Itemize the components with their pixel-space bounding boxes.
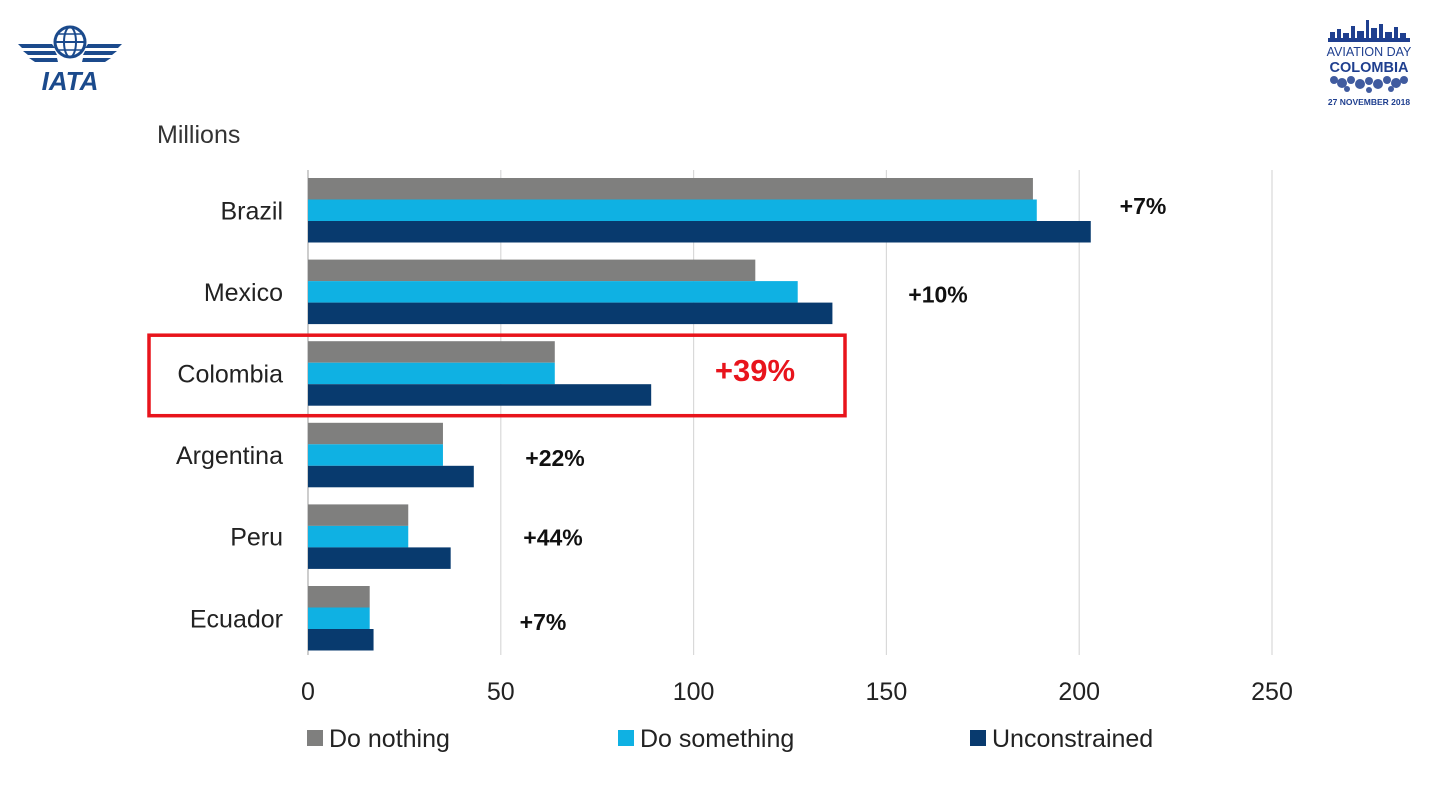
event-country: COLOMBIA <box>1330 60 1409 76</box>
bar-mexico-do-something <box>308 281 798 303</box>
legend-swatch-unconstrained <box>970 730 986 746</box>
growth-labels: +7% +10% +39% +22% +44% +7% <box>520 193 1167 635</box>
legend-swatch-do-nothing <box>307 730 323 746</box>
skyline-icon <box>1328 20 1410 42</box>
gridlines <box>307 170 1273 655</box>
bar-colombia-do-something <box>308 362 555 385</box>
bar-mexico-unconstrained <box>308 302 833 325</box>
event-title: AVIATION DAY <box>1327 45 1412 59</box>
iata-logo: IATA <box>18 25 122 94</box>
aviation-day-logo: AVIATION DAY COLOMBIA 27 NOVEMBER 2018 <box>1327 20 1412 107</box>
growth-label-mexico: +10% <box>908 282 967 308</box>
legend-swatch-do-something <box>618 730 634 746</box>
growth-label-peru: +44% <box>523 524 582 550</box>
bar-brazil-unconstrained <box>308 221 1091 243</box>
highlight-box <box>147 333 847 418</box>
legend-label-unconstrained: Unconstrained <box>992 725 1153 753</box>
bar-peru-do-something <box>308 525 409 548</box>
category-label-mexico: Mexico <box>204 279 283 307</box>
x-tick-100: 100 <box>673 678 715 706</box>
bar-argentina-do-something <box>308 444 443 466</box>
bar-ecuador-do-nothing <box>308 586 370 608</box>
category-label-peru: Peru <box>230 524 283 552</box>
bar-ecuador-unconstrained <box>308 629 374 651</box>
bar-brazil-do-something <box>308 199 1037 221</box>
bar-peru-unconstrained <box>308 547 451 569</box>
event-date: 27 NOVEMBER 2018 <box>1328 97 1410 107</box>
x-axis-ticks: 0 50 100 150 200 250 <box>301 678 1293 706</box>
growth-label-argentina: +22% <box>525 445 584 471</box>
bar-ecuador-do-something <box>308 607 370 629</box>
bar-colombia-do-nothing <box>308 341 555 363</box>
growth-label-colombia: +39% <box>715 353 795 388</box>
x-tick-50: 50 <box>487 678 515 706</box>
bar-argentina-unconstrained <box>308 465 474 488</box>
legend-label-do-nothing: Do nothing <box>329 725 450 753</box>
x-tick-250: 250 <box>1251 678 1293 706</box>
x-tick-150: 150 <box>866 678 908 706</box>
category-labels: Brazil Mexico Colombia Argentina Peru Ecuador <box>176 197 283 633</box>
category-label-argentina: Argentina <box>176 442 283 470</box>
bar-argentina-do-nothing <box>308 422 443 445</box>
foliage-icon <box>1330 76 1408 93</box>
bar-mexico-do-nothing <box>308 259 756 282</box>
category-label-ecuador: Ecuador <box>190 605 283 633</box>
bar-peru-do-nothing <box>308 504 409 526</box>
growth-label-ecuador: +7% <box>520 609 567 635</box>
unit-label: Millions <box>157 121 240 149</box>
growth-label-brazil: +7% <box>1120 193 1167 219</box>
legend-label-do-something: Do something <box>640 725 794 753</box>
x-tick-200: 200 <box>1058 678 1100 706</box>
bar-colombia-unconstrained <box>308 384 652 406</box>
category-label-colombia: Colombia <box>177 360 283 388</box>
highlight-box-colombia <box>147 333 847 418</box>
bars <box>308 178 1091 651</box>
bar-brazil-do-nothing <box>308 178 1033 200</box>
iata-wordmark: IATA <box>42 66 99 94</box>
x-tick-0: 0 <box>301 678 315 706</box>
legend: Do nothing Do something Unconstrained <box>307 725 1153 753</box>
category-label-brazil: Brazil <box>220 197 283 225</box>
